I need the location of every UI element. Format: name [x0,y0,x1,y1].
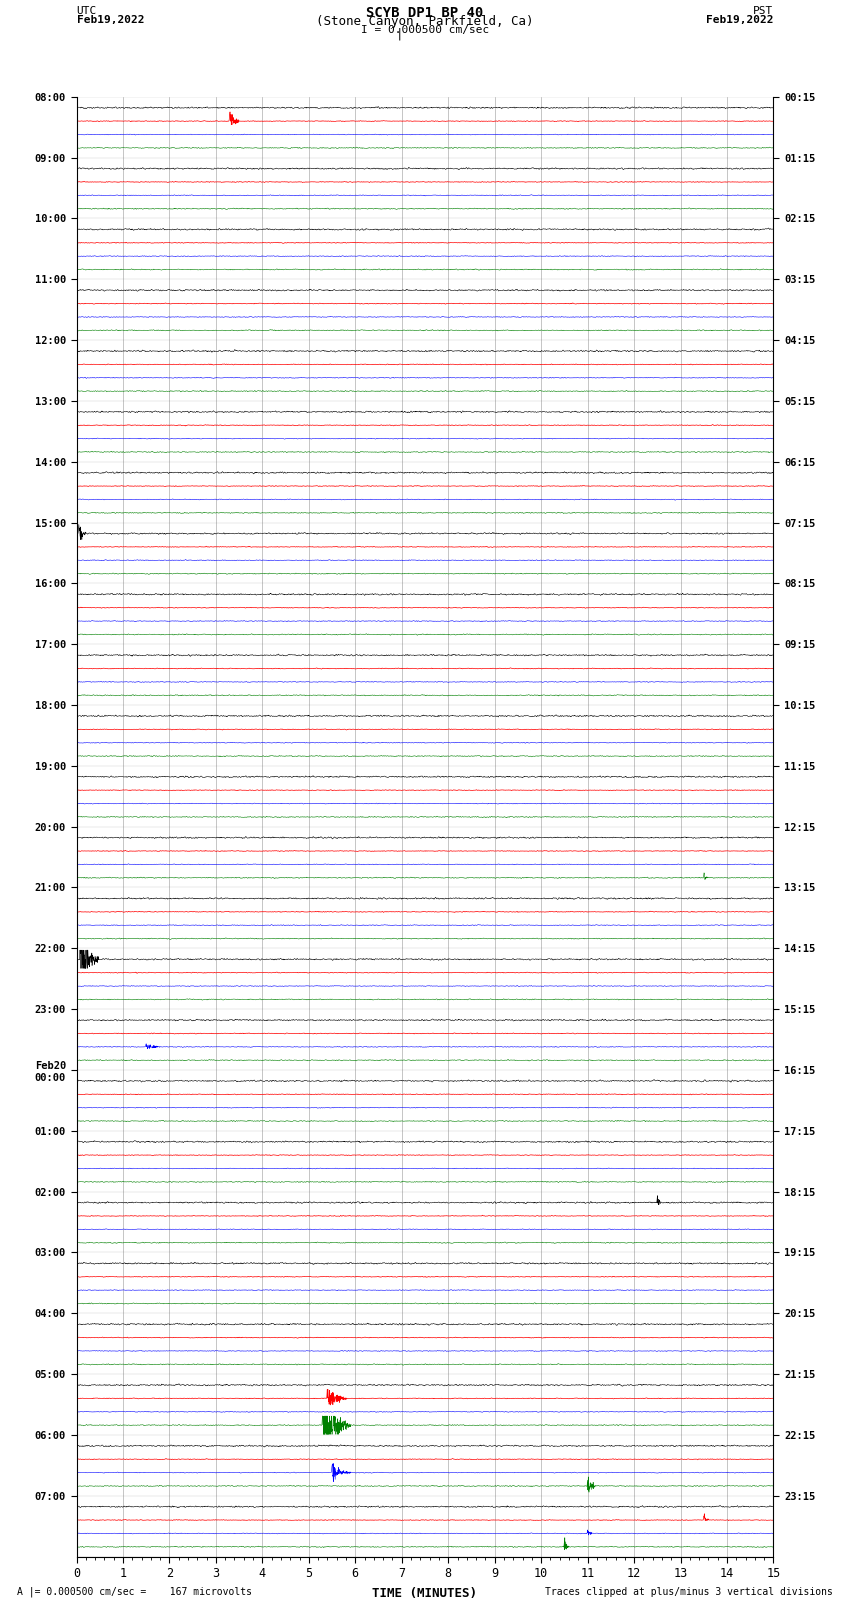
Text: Feb19,2022: Feb19,2022 [76,16,144,26]
Text: (Stone Canyon, Parkfield, Ca): (Stone Canyon, Parkfield, Ca) [316,16,534,29]
Text: |: | [396,27,403,40]
Text: SCYB DP1 BP 40: SCYB DP1 BP 40 [366,5,484,19]
Text: PST: PST [753,5,774,16]
Text: I = 0.000500 cm/sec: I = 0.000500 cm/sec [361,24,489,35]
Text: UTC: UTC [76,5,97,16]
X-axis label: TIME (MINUTES): TIME (MINUTES) [372,1587,478,1600]
Text: Feb19,2022: Feb19,2022 [706,16,774,26]
Text: Traces clipped at plus/minus 3 vertical divisions: Traces clipped at plus/minus 3 vertical … [545,1587,833,1597]
Text: A |= 0.000500 cm/sec =    167 microvolts: A |= 0.000500 cm/sec = 167 microvolts [17,1586,252,1597]
